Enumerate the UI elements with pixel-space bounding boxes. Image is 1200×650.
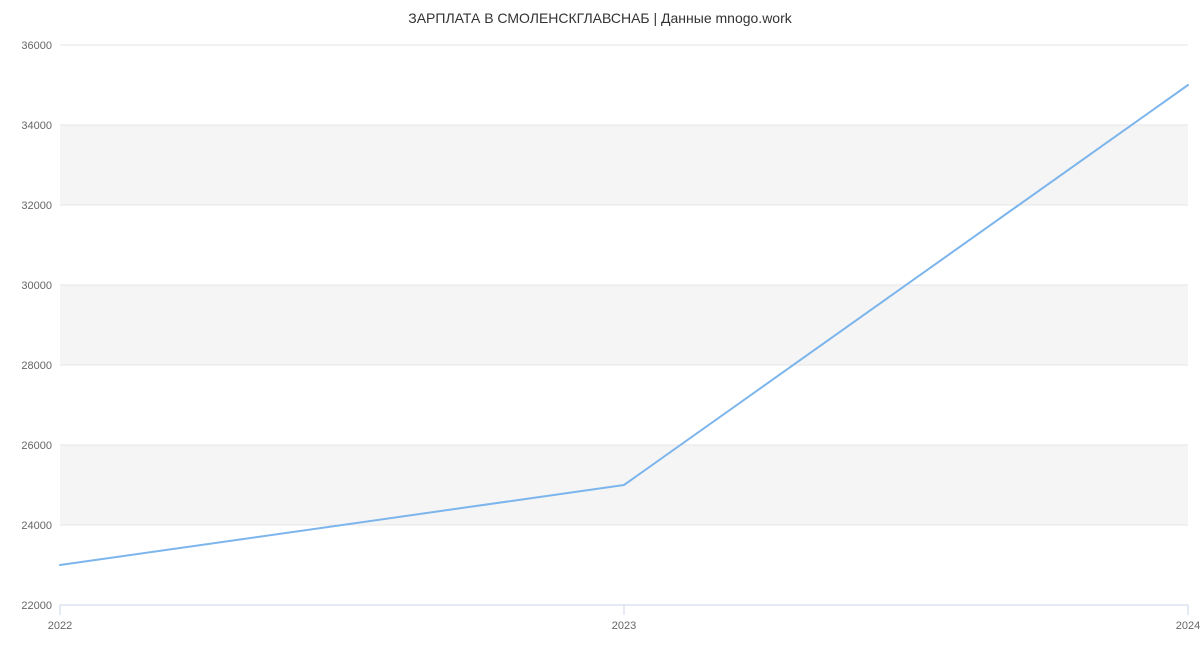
chart-title: ЗАРПЛАТА В СМОЛЕНСКГЛАВСНАБ | Данные mno… (0, 10, 1200, 26)
y-tick-label: 30000 (21, 280, 52, 292)
y-tick-label: 36000 (21, 40, 52, 52)
x-tick-label: 2022 (48, 620, 72, 632)
plot-band (60, 125, 1188, 205)
y-tick-label: 32000 (21, 200, 52, 212)
y-tick-label: 34000 (21, 120, 52, 132)
salary-line-chart: ЗАРПЛАТА В СМОЛЕНСКГЛАВСНАБ | Данные mno… (0, 0, 1200, 650)
plot-band (60, 285, 1188, 365)
x-tick-label: 2024 (1176, 620, 1200, 632)
y-tick-label: 22000 (21, 600, 52, 612)
y-tick-label: 24000 (21, 520, 52, 532)
chart-svg: 22000 24000 26000 28000 30000 32000 34000 36000… (0, 0, 1200, 650)
x-tick-label: 2023 (612, 620, 636, 632)
y-tick-label: 26000 (21, 440, 52, 452)
y-tick-label: 28000 (21, 360, 52, 372)
